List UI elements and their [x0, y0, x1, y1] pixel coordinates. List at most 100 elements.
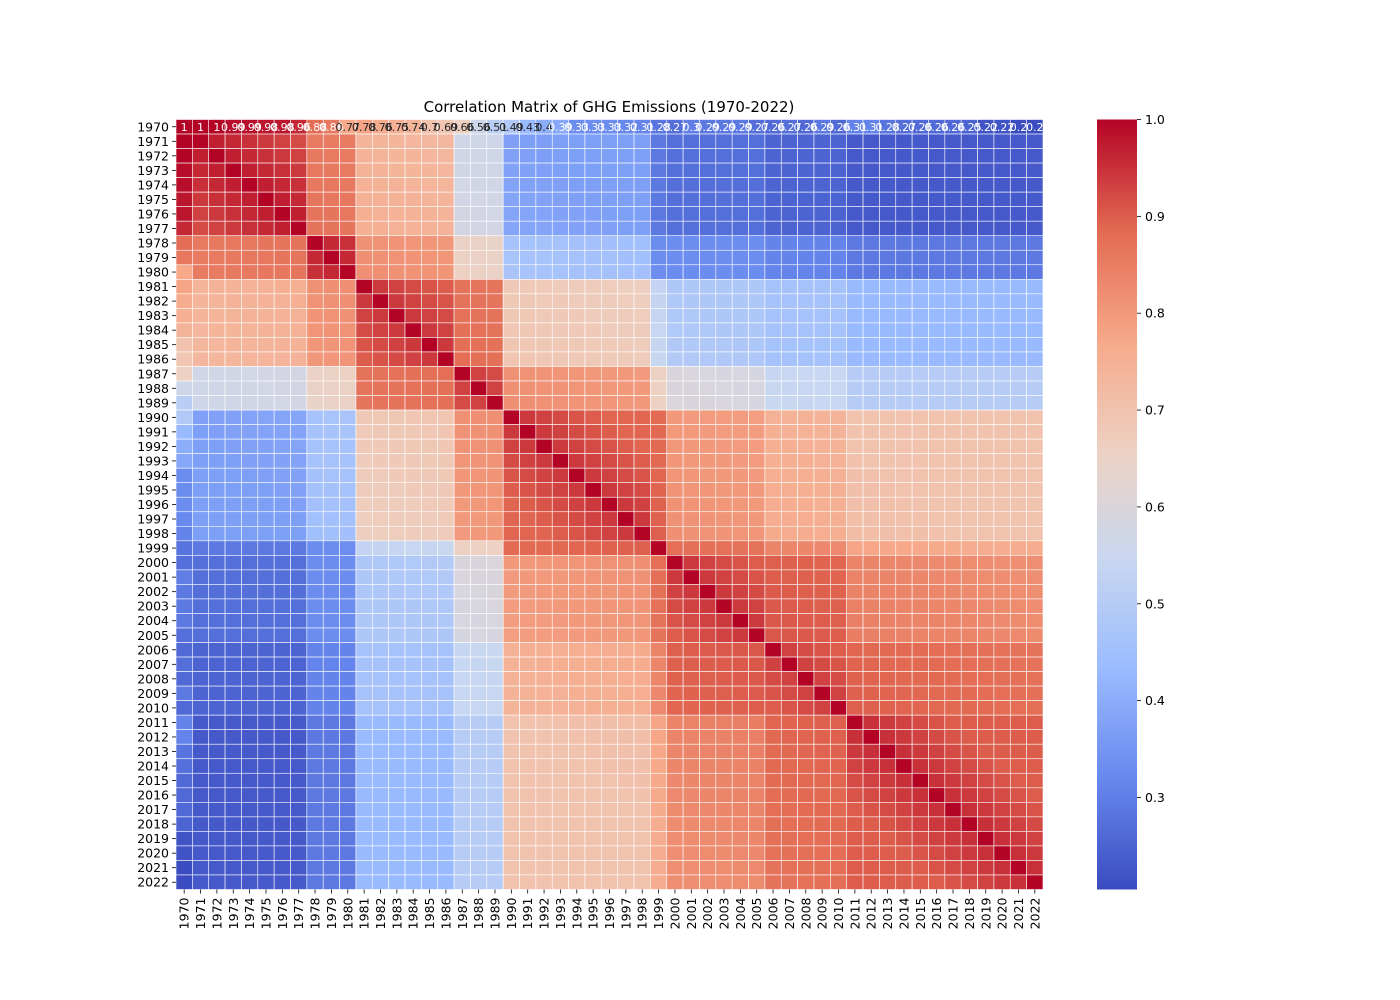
heatmap-cell-2008-2014 — [895, 671, 913, 687]
heatmap-cell-1998-1998 — [633, 525, 651, 542]
heatmap-cell-2009-1990 — [502, 685, 520, 701]
heatmap-cell-1974-1970 — [175, 177, 193, 193]
heatmap-cell-1979-1994 — [568, 249, 586, 266]
heatmap-cell-1996-1984 — [404, 496, 422, 513]
heatmap-cell-1971-2002 — [699, 133, 717, 149]
heatmap-cell-2006-1978 — [306, 642, 324, 658]
heatmap-cell-1997-2006 — [764, 511, 782, 527]
heatmap-cell-1984-2008 — [797, 322, 815, 338]
heatmap-cell-1991-1992 — [535, 424, 553, 440]
heatmap-cell-1994-1988 — [470, 467, 488, 484]
heatmap-cell-1993-2020 — [993, 453, 1011, 469]
heatmap-cell-1983-1988 — [470, 308, 488, 324]
heatmap-cell-1980-1971 — [192, 264, 210, 280]
heatmap-cell-1971-2016 — [928, 133, 946, 149]
heatmap-cell-1980-1972 — [208, 264, 226, 280]
heatmap-cell-1977-1992 — [535, 220, 553, 237]
heatmap-cell-1997-1988 — [470, 511, 488, 527]
heatmap-cell-1994-2005 — [748, 467, 766, 484]
heatmap-cell-2007-1983 — [388, 656, 406, 672]
cell-annotation-1970-2009: 0.29 — [810, 121, 835, 134]
heatmap-cell-1977-1986 — [437, 220, 455, 237]
heatmap-cell-2022-2014 — [895, 874, 913, 890]
cell-annotation-1970-1980: 0.77 — [336, 121, 361, 134]
heatmap-cell-2022-2019 — [977, 874, 995, 890]
heatmap-cell-1991-2017 — [944, 424, 962, 440]
heatmap-cell-1974-2011 — [846, 177, 864, 193]
heatmap-cell-2010-1990 — [502, 700, 520, 716]
heatmap-cell-2006-1995 — [584, 642, 602, 658]
heatmap-cell-2016-2015 — [911, 787, 929, 803]
heatmap-cell-1985-1989 — [486, 337, 504, 353]
y-tick-label-1986: 1986 — [137, 352, 169, 367]
heatmap-cell-2020-2016 — [928, 845, 946, 861]
heatmap-cell-2006-2012 — [862, 642, 880, 658]
heatmap-cell-2012-1976 — [273, 729, 291, 745]
heatmap-cell-1979-1998 — [633, 249, 651, 266]
heatmap-cell-1982-1992 — [535, 293, 553, 309]
heatmap-cell-1996-1976 — [273, 496, 291, 513]
heatmap-cell-1985-2022 — [1026, 337, 1044, 353]
heatmap-cell-1984-2022 — [1026, 322, 1044, 338]
heatmap-cell-1994-1976 — [273, 467, 291, 484]
heatmap-cell-2014-1991 — [519, 758, 537, 774]
heatmap-cell-2011-2020 — [993, 714, 1011, 730]
heatmap-cell-2011-2013 — [879, 714, 897, 730]
heatmap-cell-1977-2019 — [977, 220, 995, 237]
heatmap-cell-1989-2005 — [748, 395, 766, 411]
heatmap-cell-1973-1987 — [453, 162, 471, 178]
heatmap-cell-1987-2021 — [1009, 366, 1027, 382]
heatmap-cell-1980-1987 — [453, 264, 471, 280]
heatmap-cell-1974-1976 — [273, 177, 291, 193]
heatmap-cell-1990-2004 — [731, 409, 749, 425]
heatmap-cell-1984-1983 — [388, 322, 406, 338]
heatmap-cell-1985-1999 — [650, 337, 668, 353]
heatmap-cell-2005-1988 — [470, 627, 488, 643]
heatmap-cell-1994-1990 — [502, 467, 520, 484]
heatmap-cell-1992-1985 — [421, 438, 439, 454]
heatmap-cell-2003-1986 — [437, 598, 455, 614]
heatmap-cell-1975-1993 — [551, 191, 569, 207]
heatmap-cell-1972-2019 — [977, 148, 995, 164]
cell-annotation-1970-1974: 0.99 — [237, 121, 262, 134]
heatmap-cell-2021-1993 — [551, 860, 569, 876]
heatmap-cell-1982-2009 — [813, 293, 831, 309]
heatmap-cell-2010-1995 — [584, 700, 602, 716]
heatmap-cell-1986-2005 — [748, 351, 766, 367]
heatmap-cell-1991-1993 — [551, 424, 569, 440]
heatmap-cell-1987-1989 — [486, 366, 504, 382]
y-tick-label-1992: 1992 — [137, 439, 169, 454]
heatmap-cell-1993-1985 — [421, 453, 439, 469]
heatmap-cell-1989-2014 — [895, 395, 913, 411]
heatmap-cell-1977-2022 — [1026, 220, 1044, 237]
heatmap-cell-1994-1994 — [568, 467, 586, 484]
heatmap-cell-1986-1997 — [617, 351, 635, 367]
heatmap-cell-1987-1978 — [306, 366, 324, 382]
heatmap-cell-1999-1988 — [470, 540, 488, 556]
heatmap-cell-2010-2018 — [960, 700, 978, 716]
heatmap-cell-1999-2015 — [911, 540, 929, 556]
heatmap-cell-1972-1971 — [192, 148, 210, 164]
heatmap-cell-2022-2010 — [830, 874, 848, 890]
heatmap-cell-1998-1989 — [486, 525, 504, 542]
heatmap-cell-1981-1988 — [470, 279, 488, 295]
heatmap-cell-1978-2020 — [993, 235, 1011, 251]
heatmap-cell-2016-2016 — [928, 787, 946, 803]
heatmap-cell-2003-1999 — [650, 598, 668, 614]
heatmap-cell-1982-1995 — [584, 293, 602, 309]
heatmap-cell-2011-2019 — [977, 714, 995, 730]
heatmap-cell-2022-2004 — [731, 874, 749, 890]
heatmap-cell-1990-2006 — [764, 409, 782, 425]
heatmap-cell-2007-2021 — [1009, 656, 1027, 672]
heatmap-cell-1974-1981 — [355, 177, 373, 193]
heatmap-cell-2005-1986 — [437, 627, 455, 643]
heatmap-cell-2014-1998 — [633, 758, 651, 774]
heatmap-cell-2007-1996 — [601, 656, 618, 672]
heatmap-cell-2007-2014 — [895, 656, 913, 672]
heatmap-cell-1991-1972 — [208, 424, 226, 440]
cell-annotation-1970-2000: 0.27 — [663, 121, 688, 134]
heatmap-cell-1977-2013 — [879, 220, 897, 237]
heatmap-cell-1989-2010 — [830, 395, 848, 411]
heatmap-cell-2022-1994 — [568, 874, 586, 890]
heatmap-cell-1992-2005 — [748, 438, 766, 454]
